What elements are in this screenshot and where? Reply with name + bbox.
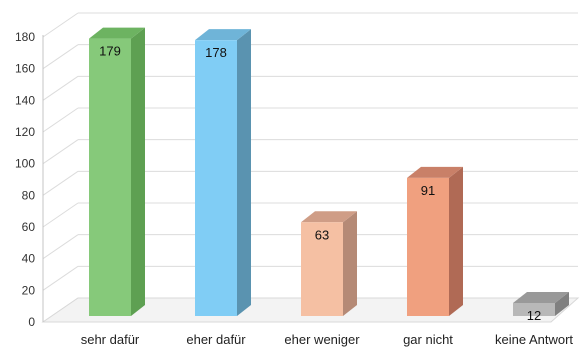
bar-side-3 [449, 166, 463, 316]
bar-side-2 [343, 211, 357, 316]
y-tick-label-6: 120 [15, 125, 35, 139]
gridline-depth-7 [42, 75, 79, 101]
x-category-label-2: eher weniger [284, 332, 360, 347]
y-tick-label-8: 160 [15, 62, 35, 76]
y-tick-label-7: 140 [15, 93, 35, 107]
data-label-4: 12 [527, 308, 541, 323]
bar-top-0 [89, 27, 145, 39]
y-tick-label-5: 100 [15, 157, 35, 171]
y-tick-label-1: 20 [22, 283, 36, 297]
gridline-depth-8 [42, 44, 79, 70]
gridline-depth-1 [42, 265, 79, 291]
bar-top-3 [407, 166, 463, 178]
x-category-label-3: gar nicht [403, 332, 453, 347]
gridline-depth-5 [42, 139, 79, 165]
bars-layer [89, 27, 569, 317]
x-category-label-1: eher dafür [186, 332, 246, 347]
y-tick-label-2: 40 [22, 252, 36, 266]
y-tick-label-9: 180 [15, 30, 35, 44]
bar-1 [195, 40, 237, 317]
y-tick-label-4: 80 [22, 188, 36, 202]
y-tick-label-3: 60 [22, 220, 36, 234]
y-tick-label-0: 0 [28, 315, 35, 329]
bar-top-4 [513, 292, 569, 303]
bar-4 [513, 303, 555, 316]
data-label-0: 179 [99, 44, 121, 59]
bar-top-2 [301, 211, 357, 223]
gridline-depth-2 [42, 234, 79, 260]
data-label-2: 63 [315, 227, 329, 242]
bar-0 [89, 38, 131, 316]
bar-3 [407, 177, 449, 316]
bar-2 [301, 222, 343, 316]
labels-layer: 0 20 40 60 80 100 120 140 160 180 179 sehr dafür 178… [15, 30, 573, 347]
x-category-label-0: sehr dafür [81, 332, 140, 347]
bar-top-1 [195, 29, 251, 41]
x-category-label-4: keine Antwort [495, 332, 573, 347]
gridline-depth-3 [42, 202, 79, 228]
bar-side-1 [237, 29, 251, 317]
data-label-3: 91 [421, 183, 435, 198]
gridline-depth-6 [42, 107, 79, 133]
gridline-depth-9 [42, 12, 79, 38]
bar-side-0 [131, 27, 145, 316]
gridline-depth-4 [42, 170, 79, 196]
data-label-1: 178 [205, 45, 227, 60]
bar-side-4 [555, 292, 569, 316]
